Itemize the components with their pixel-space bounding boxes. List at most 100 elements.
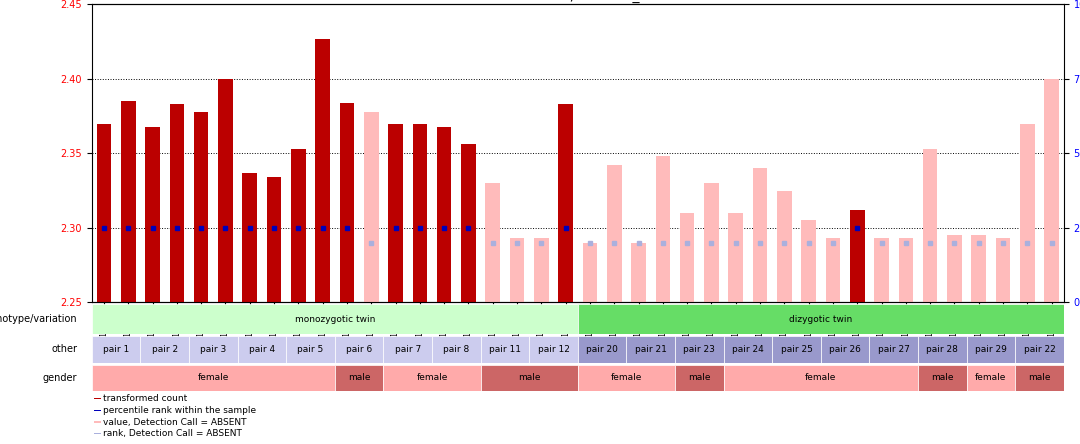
Bar: [578, 365, 675, 391]
Bar: [656, 156, 671, 302]
Text: pair 27: pair 27: [878, 345, 909, 354]
Text: monozygotic twin: monozygotic twin: [295, 315, 375, 324]
Text: pair 1: pair 1: [103, 345, 130, 354]
Text: female: female: [198, 373, 229, 382]
Bar: [632, 243, 646, 302]
Bar: [92, 336, 140, 363]
Bar: [875, 238, 889, 302]
Bar: [94, 433, 102, 434]
Text: female: female: [975, 373, 1007, 382]
Bar: [1015, 365, 1064, 391]
Bar: [432, 336, 481, 363]
Bar: [675, 365, 724, 391]
Bar: [238, 336, 286, 363]
Text: rank, Detection Call = ABSENT: rank, Detection Call = ABSENT: [103, 429, 242, 438]
Bar: [140, 336, 189, 363]
Text: pair 24: pair 24: [732, 345, 764, 354]
Bar: [340, 103, 354, 302]
Bar: [170, 104, 185, 302]
Bar: [826, 238, 840, 302]
Text: pair 5: pair 5: [297, 345, 324, 354]
Bar: [821, 336, 869, 363]
Bar: [194, 112, 208, 302]
Text: female: female: [416, 373, 448, 382]
Bar: [481, 365, 578, 391]
Text: pair 3: pair 3: [200, 345, 227, 354]
Bar: [923, 149, 937, 302]
Bar: [1044, 79, 1058, 302]
Bar: [772, 336, 821, 363]
Bar: [218, 79, 233, 302]
Text: pair 7: pair 7: [394, 345, 421, 354]
Bar: [389, 123, 403, 302]
Bar: [535, 238, 549, 302]
Bar: [243, 173, 257, 302]
Bar: [578, 304, 1064, 334]
Bar: [704, 183, 719, 302]
Bar: [92, 365, 335, 391]
Bar: [189, 336, 238, 363]
Bar: [413, 123, 428, 302]
Bar: [607, 165, 622, 302]
Bar: [753, 168, 768, 302]
Text: pair 8: pair 8: [443, 345, 470, 354]
Bar: [383, 365, 481, 391]
Bar: [486, 183, 500, 302]
Bar: [578, 336, 626, 363]
Bar: [869, 336, 918, 363]
Text: gender: gender: [43, 373, 78, 383]
Text: male: male: [1028, 373, 1051, 382]
Bar: [967, 365, 1015, 391]
Bar: [315, 39, 330, 302]
Text: pair 22: pair 22: [1024, 345, 1055, 354]
Bar: [510, 238, 525, 302]
Bar: [680, 213, 694, 302]
Bar: [1015, 336, 1064, 363]
Text: pair 20: pair 20: [586, 345, 618, 354]
Bar: [529, 336, 578, 363]
Bar: [850, 210, 865, 302]
Bar: [558, 104, 573, 302]
Text: dizygotic twin: dizygotic twin: [789, 315, 852, 324]
Bar: [94, 421, 102, 423]
Bar: [801, 220, 816, 302]
Bar: [292, 149, 306, 302]
Text: male: male: [688, 373, 711, 382]
Bar: [364, 112, 379, 302]
Bar: [729, 213, 743, 302]
Bar: [1021, 123, 1035, 302]
Text: pair 6: pair 6: [346, 345, 373, 354]
Text: pair 2: pair 2: [151, 345, 178, 354]
Bar: [437, 127, 451, 302]
Text: male: male: [931, 373, 954, 382]
Text: pair 25: pair 25: [781, 345, 812, 354]
Bar: [778, 190, 792, 302]
Text: female: female: [805, 373, 837, 382]
Text: other: other: [51, 345, 78, 354]
Text: pair 11: pair 11: [489, 345, 521, 354]
Bar: [267, 177, 282, 302]
Bar: [94, 410, 102, 411]
Bar: [583, 243, 597, 302]
Text: transformed count: transformed count: [103, 394, 187, 403]
Bar: [97, 123, 111, 302]
Bar: [92, 304, 578, 334]
Bar: [383, 336, 432, 363]
Text: pair 29: pair 29: [975, 345, 1007, 354]
Title: GDS3630 / 229571_at: GDS3630 / 229571_at: [501, 0, 654, 4]
Text: pair 12: pair 12: [538, 345, 569, 354]
Bar: [724, 365, 918, 391]
Bar: [146, 127, 160, 302]
Text: pair 23: pair 23: [684, 345, 715, 354]
Bar: [918, 365, 967, 391]
Text: genotype/variation: genotype/variation: [0, 314, 78, 324]
Bar: [972, 235, 986, 302]
Text: pair 21: pair 21: [635, 345, 666, 354]
Text: male: male: [518, 373, 540, 382]
Bar: [947, 235, 962, 302]
Bar: [94, 398, 102, 400]
Bar: [335, 365, 383, 391]
Bar: [286, 336, 335, 363]
Bar: [626, 336, 675, 363]
Bar: [461, 144, 476, 302]
